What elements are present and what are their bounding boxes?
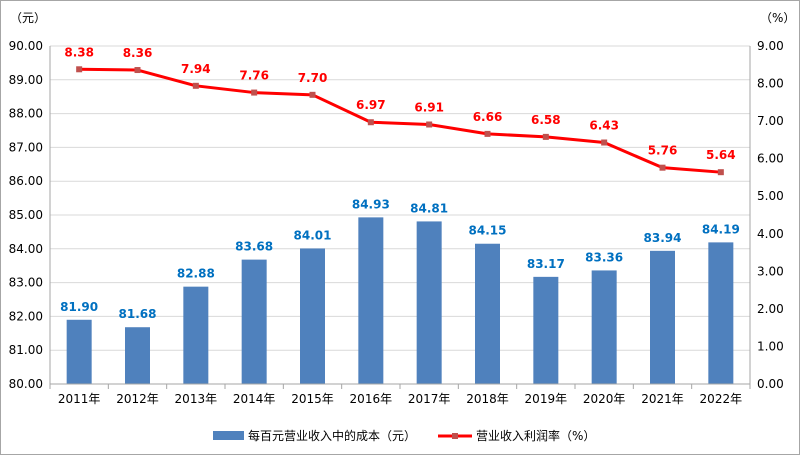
right-tick-label: 5.00 (757, 189, 784, 203)
x-tick-label: 2011年 (58, 392, 101, 406)
bar (591, 270, 617, 384)
left-axis-unit: （元） (10, 11, 46, 25)
right-tick-label: 9.00 (757, 39, 784, 53)
left-tick-label: 90.00 (9, 39, 43, 53)
bar-value-label: 81.90 (60, 300, 98, 314)
bar-series (66, 217, 734, 384)
line-value-label: 6.91 (414, 100, 444, 114)
right-tick-label: 3.00 (757, 264, 784, 278)
line-series (76, 66, 724, 176)
bar (416, 221, 442, 384)
line-marker (601, 139, 608, 146)
x-tick-label: 2012年 (116, 392, 159, 406)
legend-bar-label: 每百元营业收入中的成本（元） (248, 428, 416, 443)
bar (358, 217, 384, 384)
x-tick-label: 2021年 (641, 392, 684, 406)
bar (475, 243, 500, 384)
left-tick-label: 86.00 (9, 174, 43, 188)
bar-value-label: 84.93 (352, 197, 390, 211)
data-labels: 81.90 81.68 82.88 83.68 84.01 84.93 84.81 84.15… (60, 45, 740, 321)
line-value-label: 6.97 (356, 98, 386, 112)
bar (708, 242, 734, 384)
legend: 每百元营业收入中的成本（元） 营业收入利润率（%） (213, 428, 595, 443)
line-value-label: 5.76 (648, 144, 678, 158)
line-marker (542, 133, 549, 140)
line-marker (717, 169, 724, 176)
bar (300, 248, 325, 384)
x-tick-label: 2013年 (175, 392, 218, 406)
right-tick-label: 1.00 (757, 339, 784, 353)
x-tick-label: 2014年 (233, 392, 276, 406)
line-value-label: 7.76 (239, 69, 269, 83)
right-tick-label: 2.00 (757, 302, 784, 316)
line-marker (251, 89, 258, 96)
line-marker (309, 91, 316, 98)
left-tick-label: 80.00 (9, 377, 43, 391)
line-marker (76, 66, 83, 73)
line-marker (192, 82, 199, 89)
bar (650, 250, 675, 384)
line-value-label: 6.58 (531, 113, 561, 127)
legend-bar-swatch (213, 431, 244, 440)
x-tick-label: 2018年 (466, 392, 509, 406)
bar-value-label: 84.19 (702, 222, 740, 236)
right-tick-label: 6.00 (757, 152, 784, 166)
legend-line-label: 营业收入利润率（%） (476, 428, 595, 443)
bar (125, 327, 150, 384)
right-tick-label: 8.00 (757, 77, 784, 91)
axes: 80.00 81.00 82.00 83.00 84.00 85.00 86.00 87.00… (9, 39, 784, 406)
left-tick-label: 85.00 (9, 208, 43, 222)
line-value-label: 5.64 (706, 148, 736, 162)
left-tick-label: 89.00 (9, 73, 43, 87)
bar-value-label: 83.17 (527, 257, 565, 271)
line-path (79, 67, 721, 174)
x-tick-label: 2017年 (408, 392, 451, 406)
line-value-label: 8.38 (64, 45, 94, 59)
line-value-label: 6.43 (589, 119, 619, 133)
gridlines (50, 45, 750, 351)
bar-value-label: 84.15 (469, 224, 507, 238)
bar-value-label: 81.68 (119, 307, 157, 321)
bar (533, 276, 559, 384)
line-value-label: 8.36 (123, 46, 153, 60)
x-tick-label: 2020年 (583, 392, 626, 406)
line-value-label: 7.70 (298, 71, 328, 85)
line-value-label: 7.94 (181, 62, 211, 76)
bar (183, 286, 209, 384)
left-tick-label: 87.00 (9, 140, 43, 154)
x-tick-label: 2019年 (525, 392, 568, 406)
right-tick-label: 7.00 (757, 114, 784, 128)
bar-value-label: 84.81 (410, 201, 448, 215)
legend-line-marker (452, 433, 458, 439)
line-marker (134, 67, 141, 74)
line-marker (367, 119, 374, 126)
bar-value-label: 83.36 (585, 250, 623, 264)
bar-value-label: 84.01 (294, 228, 332, 242)
x-tick-label: 2022年 (700, 392, 743, 406)
x-tick-label: 2016年 (350, 392, 393, 406)
line-marker (659, 164, 666, 171)
right-tick-label: 4.00 (757, 227, 784, 241)
left-tick-label: 83.00 (9, 276, 43, 290)
bar (66, 319, 92, 384)
left-tick-label: 88.00 (9, 107, 43, 121)
bar-value-label: 82.88 (177, 267, 215, 281)
line-marker (426, 121, 433, 128)
left-tick-label: 82.00 (9, 309, 43, 323)
line-value-label: 6.66 (473, 110, 503, 124)
x-tick-label: 2015年 (291, 392, 334, 406)
bar-value-label: 83.94 (644, 231, 682, 245)
right-tick-label: 0.00 (757, 377, 784, 391)
right-axis-unit: （%） (760, 11, 795, 25)
line-marker (484, 130, 491, 137)
left-tick-label: 84.00 (9, 242, 43, 256)
bar (241, 259, 267, 384)
left-tick-label: 81.00 (9, 343, 43, 357)
bar-value-label: 83.68 (235, 240, 273, 254)
